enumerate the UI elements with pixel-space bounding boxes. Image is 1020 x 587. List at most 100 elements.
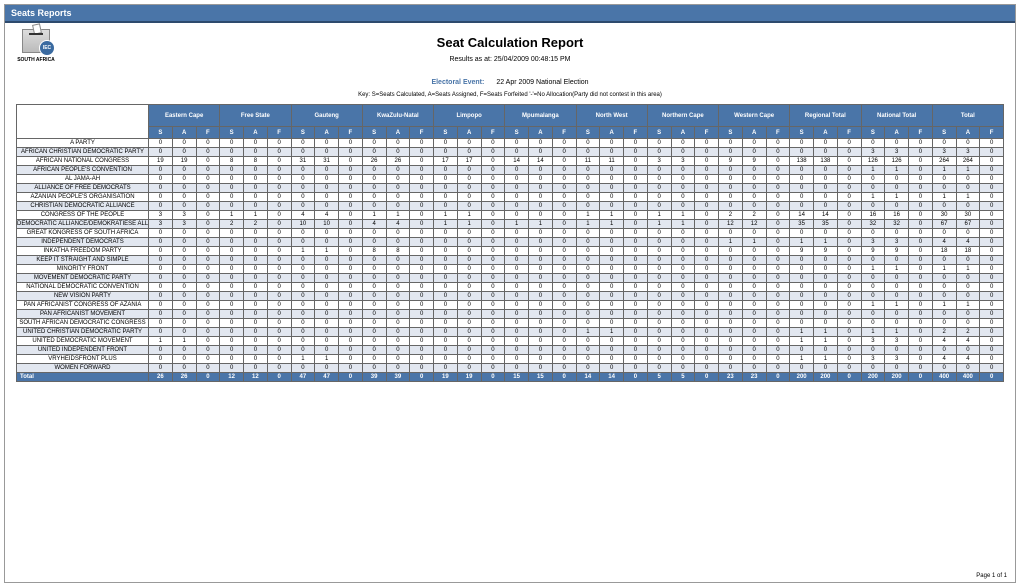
value-cell: 0 [624,175,648,184]
value-cell: 0 [315,274,339,283]
value-cell: 0 [315,238,339,247]
value-cell: 0 [149,184,173,193]
value-cell: 0 [576,319,600,328]
value-cell: 0 [552,364,576,373]
value-cell: 0 [790,301,814,310]
value-cell: 0 [291,364,315,373]
party-name-cell: AL JAMA-AH [17,175,149,184]
value-cell: 0 [339,220,363,229]
value-cell: 0 [434,256,458,265]
value-cell: 0 [576,256,600,265]
value-cell: 0 [410,355,434,364]
value-cell: 0 [457,265,481,274]
value-cell: 1 [505,220,529,229]
value-cell: 0 [505,238,529,247]
value-cell: 26 [362,157,386,166]
value-cell: 0 [600,256,624,265]
value-cell: 0 [481,211,505,220]
value-cell: 9 [861,247,885,256]
total-cell: 0 [909,373,933,382]
value-cell: 0 [172,202,196,211]
value-cell: 0 [624,301,648,310]
value-cell: 0 [861,256,885,265]
value-cell: 0 [529,310,553,319]
saf-header: F [837,127,861,139]
value-cell: 1 [885,301,909,310]
table-row: CHRISTIAN DEMOCRATIC ALLIANCE00000000000… [17,202,1004,211]
value-cell: 0 [149,319,173,328]
value-cell: 0 [339,256,363,265]
value-cell: 0 [457,292,481,301]
value-cell: 2 [220,220,244,229]
value-cell: 0 [362,355,386,364]
saf-header: A [600,127,624,139]
value-cell: 0 [600,265,624,274]
value-cell: 0 [434,274,458,283]
header-title: Seats Reports [11,8,72,18]
value-cell: 0 [196,346,220,355]
value-cell: 0 [695,301,719,310]
party-name-cell: CONGRESS OF THE PEOPLE [17,211,149,220]
value-cell: 0 [909,319,933,328]
table-head: Eastern CapeFree StateGautengKwaZulu-Nat… [17,105,1004,139]
value-cell: 0 [386,274,410,283]
value-cell: 0 [529,202,553,211]
value-cell: 126 [885,157,909,166]
value-cell: 10 [315,220,339,229]
value-cell: 0 [600,292,624,301]
value-cell: 1 [932,265,956,274]
value-cell: 0 [481,157,505,166]
value-cell: 0 [481,139,505,148]
value-cell: 0 [695,292,719,301]
value-cell: 0 [814,274,838,283]
value-cell: 0 [552,139,576,148]
value-cell: 0 [362,319,386,328]
value-cell: 0 [837,292,861,301]
total-cell: 5 [647,373,671,382]
value-cell: 0 [790,184,814,193]
value-cell: 0 [719,247,743,256]
total-cell: 0 [410,373,434,382]
value-cell: 0 [861,283,885,292]
value-cell: 0 [410,220,434,229]
value-cell: 0 [885,274,909,283]
region-header: Western Cape [719,105,790,127]
total-cell: 19 [457,373,481,382]
value-cell: 0 [742,274,766,283]
value-cell: 0 [505,265,529,274]
value-cell: 0 [386,319,410,328]
total-cell: 200 [885,373,909,382]
value-cell: 0 [362,346,386,355]
value-cell: 0 [434,319,458,328]
value-cell: 0 [647,337,671,346]
saf-header: F [909,127,933,139]
total-cell: 23 [719,373,743,382]
value-cell: 0 [837,364,861,373]
value-cell: 0 [624,265,648,274]
value-cell: 11 [600,157,624,166]
value-cell: 0 [267,346,291,355]
value-cell: 0 [576,166,600,175]
value-cell: 0 [267,211,291,220]
value-cell: 0 [291,319,315,328]
value-cell: 0 [149,301,173,310]
value-cell: 0 [766,166,790,175]
value-cell: 0 [505,355,529,364]
value-cell: 0 [149,238,173,247]
value-cell: 0 [980,301,1004,310]
logo: IEC SOUTH AFRICA [17,29,55,63]
value-cell: 0 [529,193,553,202]
value-cell: 8 [362,247,386,256]
party-name-cell: AZANIAN PEOPLE'S ORGANISATION [17,193,149,202]
value-cell: 3 [932,148,956,157]
value-cell: 0 [362,283,386,292]
value-cell: 0 [814,283,838,292]
value-cell: 0 [149,346,173,355]
table-row: AFRICAN CHRISTIAN DEMOCRATIC PARTY000000… [17,148,1004,157]
value-cell: 0 [837,274,861,283]
event-label: Electoral Event: [431,79,484,86]
value-cell: 0 [386,355,410,364]
value-cell: 0 [315,202,339,211]
value-cell: 0 [149,328,173,337]
value-cell: 0 [315,175,339,184]
